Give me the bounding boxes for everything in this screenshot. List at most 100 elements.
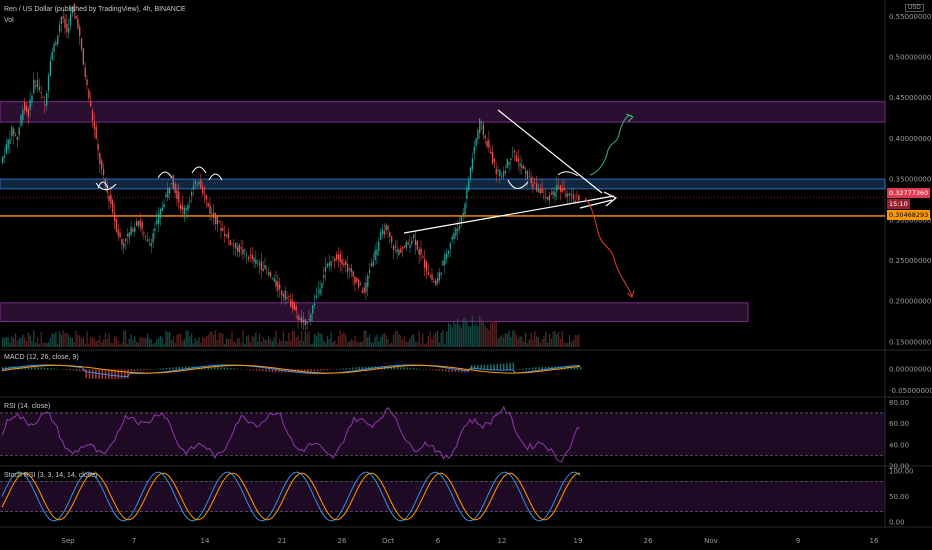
volume-bar [71,337,74,347]
candle-body [275,280,277,287]
macd-label: MACD (12, 26, close, 9) [4,354,79,361]
volume-bar [176,334,178,347]
macd-histogram-bar [358,367,360,370]
candle-body [299,318,301,321]
candle-body [306,321,308,324]
stoch-tick-label: 50.00 [889,493,909,501]
candle-body [82,48,85,65]
macd-histogram-bar [570,366,572,370]
volume-bar [379,337,382,347]
pattern-arc-1 [157,171,173,179]
macd-histogram-bar [509,362,511,370]
candle-body [79,26,81,37]
candle-body [519,163,521,166]
candle-body [139,220,141,227]
volume-bar [523,341,525,347]
volume-bar [18,338,20,347]
volume-bar [93,338,96,347]
volume-bar [499,336,501,347]
price-candles [2,2,580,330]
volume-bar [194,337,196,347]
macd-histogram-bar [30,366,33,370]
candle-body [269,272,272,277]
volume-bar [471,316,474,347]
candle-body [286,297,288,299]
candle-body [424,259,426,268]
candle-body [517,158,519,162]
candle-body [113,212,116,222]
volume-bar [288,332,290,347]
volume-bar [376,334,378,347]
candle-body [220,228,222,232]
macd-tick-label: 0.00000000 [889,366,931,374]
candle-body [159,209,162,219]
candle-body [128,232,130,238]
time-axis: Sep 7 14 21 26 Oct 6 12 19 26 Nov 9 16 [61,537,879,545]
macd-histogram-bar [79,369,81,372]
candle-body [51,51,53,61]
volume-bar [391,342,393,347]
candle-body [440,272,442,275]
candle-body [3,155,6,158]
candle-body [277,281,279,291]
candle-body [88,90,90,99]
macd-histogram-bar [310,369,312,372]
macd-histogram-bar [291,369,293,373]
time-tick-label: 14 [201,537,210,545]
volume-bar [218,332,220,347]
stoch-k-line [1,471,581,522]
volume-bar [244,343,246,347]
macd-histogram-bar [361,366,364,370]
candle-body [77,18,79,29]
volume-bar [225,337,228,347]
volume-bar [473,325,475,347]
volume-bar [392,334,395,347]
candle-body [13,128,15,135]
macd-histogram-bar [307,369,309,372]
candle-body [203,193,206,195]
macd-histogram-bar [143,369,145,371]
macd-histogram-bar [236,368,238,370]
candle-body [572,194,574,200]
volume-bar [11,336,13,347]
candle-body [236,247,239,252]
price-zones [0,101,886,323]
volume-bar [14,333,17,347]
candle-body [413,234,415,238]
candle-body [240,247,242,249]
macd-histogram-bar [448,369,450,372]
macd-histogram-bar [255,369,258,371]
candle-body [435,280,437,286]
volume-bar [255,332,257,347]
volume-bar [154,342,156,347]
macd-histogram-bar [502,363,505,370]
volume-bar [86,331,88,347]
candle-body [242,249,244,255]
macd-histogram-bar [400,367,402,370]
macd-histogram-bar [461,369,463,373]
volume-bar [101,342,103,347]
volume-bar [466,320,468,347]
macd-histogram-bar [355,367,357,370]
volume-bar [449,324,452,347]
candle-body [422,256,424,258]
volume-bar [159,335,162,347]
volume-bar [38,343,40,347]
candle-body [271,278,274,280]
volume-bar [535,335,538,347]
volume-bar [258,333,261,347]
volume-bar [370,342,373,347]
volume-bar [189,336,191,347]
macd-histogram-bar [483,364,486,370]
candle-body [477,129,479,140]
macd-histogram-bar [226,367,229,370]
currency-scale-button[interactable]: USD [905,4,924,12]
candle-body [403,246,406,247]
candle-body [495,168,497,174]
macd-histogram-bar [454,369,457,372]
candle-body [279,284,281,289]
volume-bar [385,335,387,347]
macd-histogram-bar [576,366,579,370]
candle-body [84,67,86,77]
